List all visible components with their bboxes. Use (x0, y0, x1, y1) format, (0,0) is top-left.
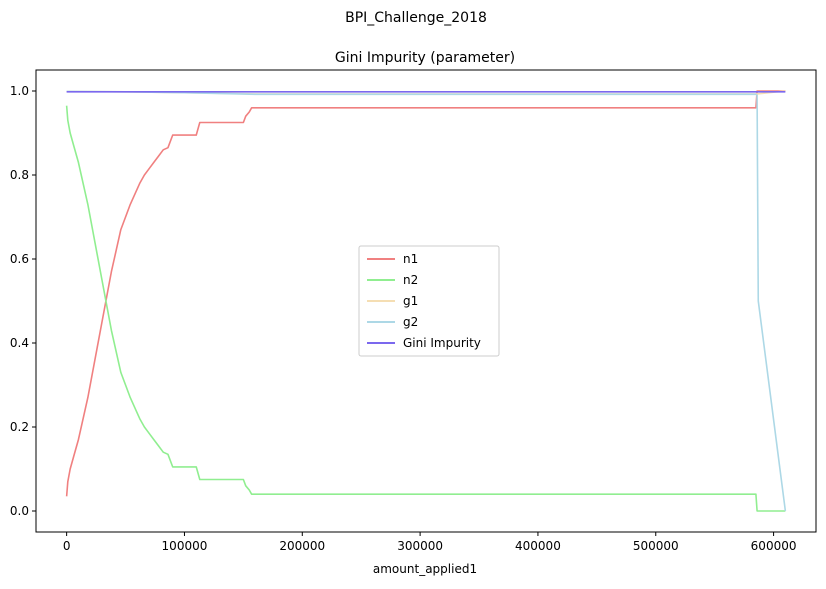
x-tick-label: 300000 (397, 539, 443, 553)
y-tick-label: 0.4 (10, 336, 29, 350)
legend-box (358, 245, 500, 357)
figure-suptitle: BPI_Challenge_2018 (345, 10, 487, 26)
legend-label: n2 (403, 273, 418, 287)
series-line-n1 (65, 90, 786, 497)
x-tick-label: 400000 (515, 539, 561, 553)
x-tick-label: 0 (63, 539, 71, 553)
x-axis-label: amount_applied1 (373, 562, 477, 576)
y-tick-label: 1.0 (10, 84, 29, 98)
y-tick-label: 0.2 (10, 420, 29, 434)
plot-series (65, 90, 787, 512)
x-tick-label: 500000 (633, 539, 679, 553)
x-axis-ticks: 0 100000 200000 300000 400000 500000 600000 (63, 532, 797, 553)
legend-label: Gini Impurity (403, 336, 481, 350)
plot-frame (35, 69, 817, 533)
y-axis-ticks: 0.0 0.2 0.4 0.6 0.8 1.0 (10, 84, 36, 518)
y-tick-label: 0.8 (10, 168, 29, 182)
legend: n1 n2 g1 g2 Gini Impurity (358, 245, 500, 357)
series-line-n2 (65, 105, 786, 512)
legend-label: g2 (403, 315, 418, 329)
y-tick-label: 0.0 (10, 504, 29, 518)
x-tick-label: 200000 (279, 539, 325, 553)
legend-label: g1 (403, 294, 418, 308)
chart-title: Gini Impurity (parameter) (335, 50, 515, 66)
y-tick-label: 0.6 (10, 252, 29, 266)
x-tick-label: 600000 (751, 539, 797, 553)
x-tick-label: 100000 (162, 539, 208, 553)
legend-label: n1 (403, 252, 418, 266)
